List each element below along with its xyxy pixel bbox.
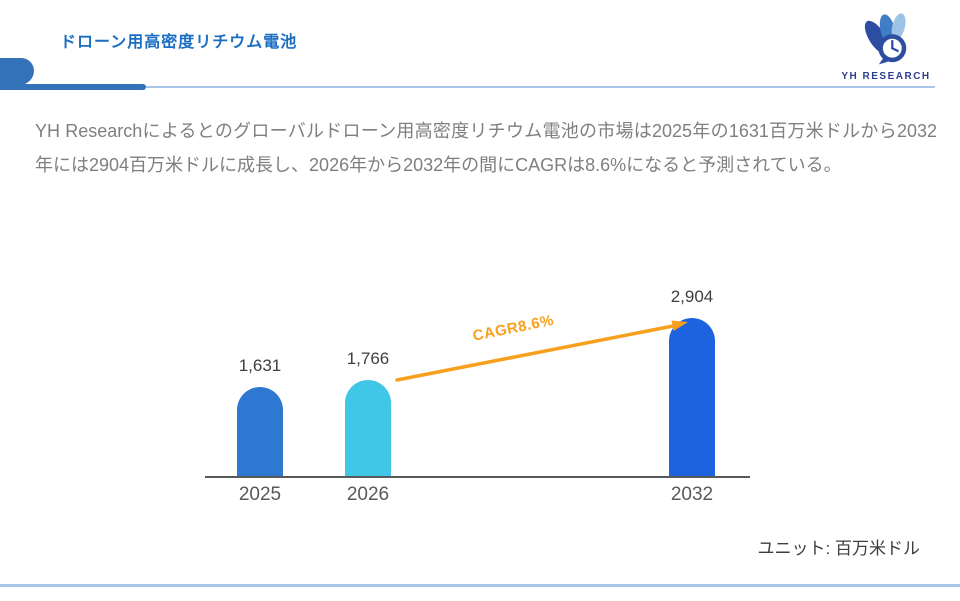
x-axis-line	[205, 476, 750, 478]
bar-group-2032: 2,904 2032	[669, 287, 715, 505]
logo-text: YH RESEARCH	[841, 71, 931, 82]
bar-2032	[669, 318, 715, 476]
header-accent-bar	[0, 84, 146, 90]
x-axis-tick-2025: 2025	[238, 484, 282, 505]
x-axis-tick-2032: 2032	[670, 484, 714, 505]
header-divider-line	[146, 86, 935, 88]
bar-group-2026: 1,766 2026	[345, 349, 391, 505]
bottom-border-line	[0, 584, 960, 587]
cagr-annotation: CAGR8.6%	[471, 311, 556, 345]
unit-note: ユニット: 百万米ドル	[757, 539, 920, 558]
bar-group-2025: 1,631 2025	[237, 356, 283, 505]
bar-2025	[237, 387, 283, 476]
market-bar-chart: 1,631 2025 1,766 2026 2,904 2032 CAGR8.6…	[205, 278, 750, 505]
page-title: ドローン用高密度リチウム電池	[60, 34, 298, 51]
market-description-text: YH Researchによるとのグローバルドローン用高密度リチウム電池の市場は2…	[35, 121, 937, 175]
yh-research-logo-icon	[828, 12, 944, 70]
bar-2026	[345, 380, 391, 476]
company-logo: YH RESEARCH	[828, 12, 944, 84]
bar-value-label: 1,766	[346, 349, 390, 368]
x-axis-tick-2026: 2026	[346, 484, 390, 505]
header-tab-shape	[0, 58, 34, 85]
bar-value-label: 2,904	[670, 287, 714, 306]
bar-value-label: 1,631	[238, 356, 282, 375]
